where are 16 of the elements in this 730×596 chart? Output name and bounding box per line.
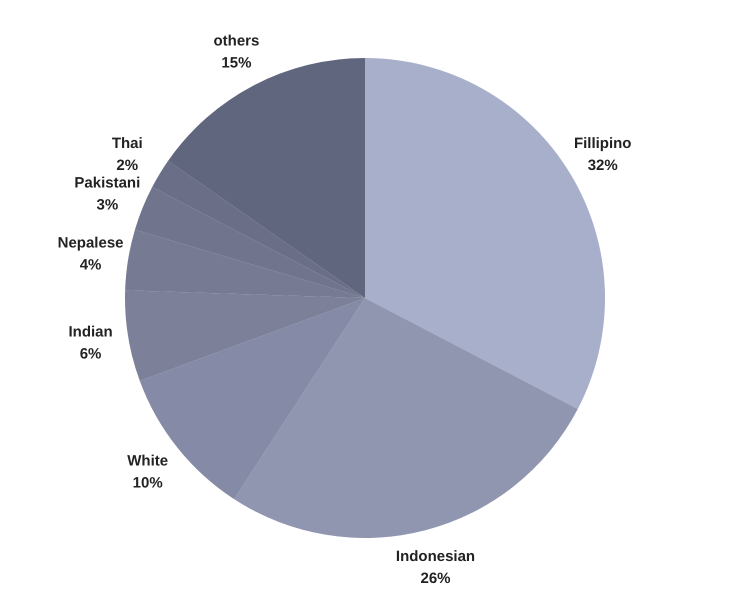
slice-label: Indian bbox=[68, 323, 113, 340]
data-label: 6% bbox=[80, 345, 102, 362]
slice-label: Thai bbox=[112, 134, 143, 152]
data-label: 4% bbox=[80, 256, 102, 274]
slice-label: Indonesian bbox=[396, 548, 476, 565]
data-label: 10% bbox=[132, 474, 163, 492]
data-label: 26% bbox=[420, 570, 451, 587]
slice-label: Nepalese bbox=[58, 234, 124, 252]
slice-label: others bbox=[213, 32, 260, 50]
data-label: 15% bbox=[221, 54, 252, 72]
slice-label: White bbox=[127, 452, 168, 470]
data-label: 32% bbox=[588, 156, 618, 174]
data-label: 3% bbox=[96, 196, 118, 214]
slice-label: Fillipino bbox=[574, 134, 632, 152]
slice-label: Pakistani bbox=[74, 174, 140, 192]
data-label: 2% bbox=[116, 156, 138, 174]
